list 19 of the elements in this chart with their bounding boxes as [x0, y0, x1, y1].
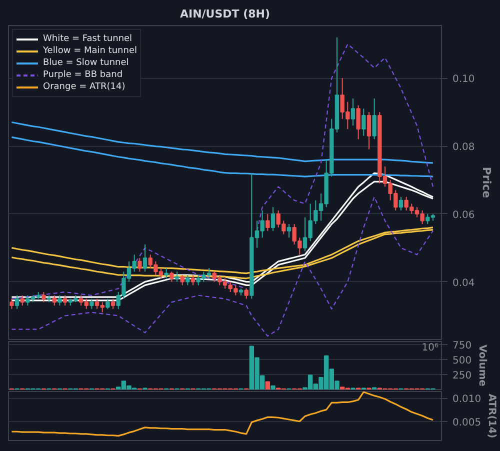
annotation: 10⁶: [422, 342, 438, 354]
y-tick-label: 0.04: [452, 278, 475, 289]
legend-label: Blue = Slow tunnel: [43, 57, 129, 69]
legend-label: White = Fast tunnel: [43, 33, 132, 45]
y-axis-title: Volume: [476, 344, 488, 387]
y-axis-title: Price: [480, 166, 493, 198]
legend-label: Yellow = Main tunnel: [43, 45, 137, 57]
chart-title: AIN/USDT (8H): [180, 8, 270, 20]
y-tick-label: 0.010: [452, 394, 482, 406]
y-tick-label: 500: [452, 356, 472, 366]
y-tick-label: 0.06: [452, 210, 475, 221]
legend-label: Purple = BB band: [43, 69, 123, 81]
y-tick-label: 0.10: [452, 74, 475, 86]
text: Orange = ATR(14): [43, 82, 126, 92]
y-tick-label: 0.08: [452, 142, 475, 154]
y-tick-label: 0.005: [452, 417, 482, 428]
y-tick-label: 250: [452, 370, 472, 382]
y-tick-label: 750: [452, 340, 472, 352]
y-axis-title: ATR(14): [486, 394, 498, 438]
